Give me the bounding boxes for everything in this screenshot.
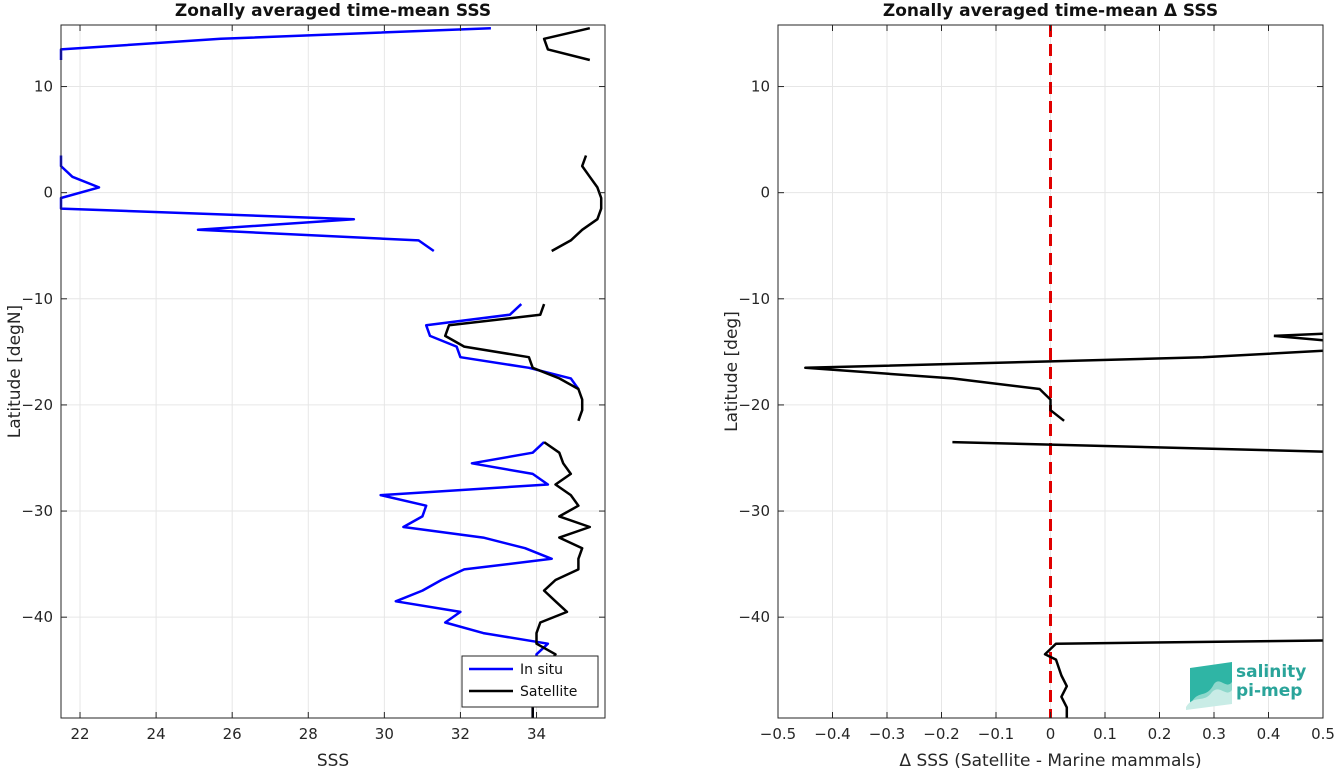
series-line-satellite bbox=[535, 441, 592, 666]
x-tick-label: 28 bbox=[299, 725, 318, 743]
x-axis-label: Δ SSS (Satellite - Marine mammals) bbox=[899, 751, 1201, 769]
sss-panel: 22 24 26 28 30 32 34 10 0 −10 −20 −30 −40 Zonally ave… bbox=[5, 1, 606, 769]
y-tick-label: −30 bbox=[738, 502, 770, 520]
y-tick-label: 0 bbox=[43, 184, 53, 202]
y-tick-label: −20 bbox=[21, 396, 53, 414]
y-tick-label: −10 bbox=[21, 290, 53, 308]
salinity-pi-mep-logo: salinity pi-mep bbox=[1186, 662, 1306, 710]
series-line-delta-sss bbox=[952, 440, 1324, 453]
x-tick-label: 0 bbox=[1046, 725, 1056, 743]
x-tick-label: 26 bbox=[223, 725, 242, 743]
legend-label: In situ bbox=[520, 662, 563, 678]
series-line-delta-sss bbox=[1273, 334, 1324, 342]
y-tick-label: −40 bbox=[21, 608, 53, 626]
y-tick-label: −40 bbox=[738, 608, 770, 626]
plot-frame bbox=[60, 24, 606, 719]
x-tick-label: −0.3 bbox=[869, 725, 905, 743]
x-tick-label: −0.4 bbox=[814, 725, 850, 743]
series-line-delta-sss bbox=[1043, 639, 1324, 718]
y-tick-label: 10 bbox=[751, 78, 770, 96]
logo-line2: pi-mep bbox=[1236, 681, 1302, 701]
x-tick-label: 34 bbox=[527, 725, 546, 743]
x-tick-label: 0.5 bbox=[1311, 725, 1335, 743]
x-tick-label: 0.3 bbox=[1202, 725, 1226, 743]
series-line-in-situ bbox=[379, 441, 553, 665]
series-line-satellite bbox=[551, 155, 603, 253]
x-tick-label: −0.5 bbox=[760, 725, 796, 743]
y-tick-label: −20 bbox=[738, 396, 770, 414]
x-tick-label: 0.1 bbox=[1093, 725, 1117, 743]
x-tick-label: 30 bbox=[375, 725, 394, 743]
chart-title: Zonally averaged time-mean Δ SSS bbox=[883, 1, 1218, 21]
x-tick-label: 22 bbox=[70, 725, 89, 743]
y-tick-label: −10 bbox=[738, 290, 770, 308]
x-tick-label: −0.1 bbox=[978, 725, 1014, 743]
logo-waves-icon bbox=[1186, 662, 1232, 710]
series-line-delta-sss bbox=[804, 349, 1324, 422]
x-tick-label: 0.4 bbox=[1257, 725, 1281, 743]
legend-label: Satellite bbox=[520, 684, 577, 700]
legend-box bbox=[461, 655, 599, 708]
logo-line1: salinity bbox=[1236, 662, 1306, 682]
series-line-satellite bbox=[542, 26, 591, 62]
y-tick-label: 10 bbox=[34, 78, 53, 96]
series-line-in-situ bbox=[424, 303, 580, 390]
x-tick-label: 32 bbox=[451, 725, 470, 743]
chart-title: Zonally averaged time-mean SSS bbox=[175, 1, 491, 21]
legend: In situ Satellite bbox=[461, 655, 599, 708]
x-tick-label: 24 bbox=[147, 725, 166, 743]
y-tick-label: 0 bbox=[760, 184, 770, 202]
y-axis-label: Latitude [deg] bbox=[722, 311, 742, 432]
y-tick-label: −30 bbox=[21, 502, 53, 520]
delta-sss-panel: −0.5 −0.4 −0.3 −0.2 −0.1 0 0.1 0.2 0.3 0.4 0.5 10 0 −… bbox=[722, 1, 1335, 769]
plot-background bbox=[61, 25, 605, 718]
x-tick-label: −0.2 bbox=[923, 725, 959, 743]
y-axis-label: Latitude [degN] bbox=[5, 305, 25, 438]
x-axis-label: SSS bbox=[317, 751, 349, 769]
series-line-satellite bbox=[443, 303, 584, 422]
x-tick-label: 0.2 bbox=[1148, 725, 1172, 743]
